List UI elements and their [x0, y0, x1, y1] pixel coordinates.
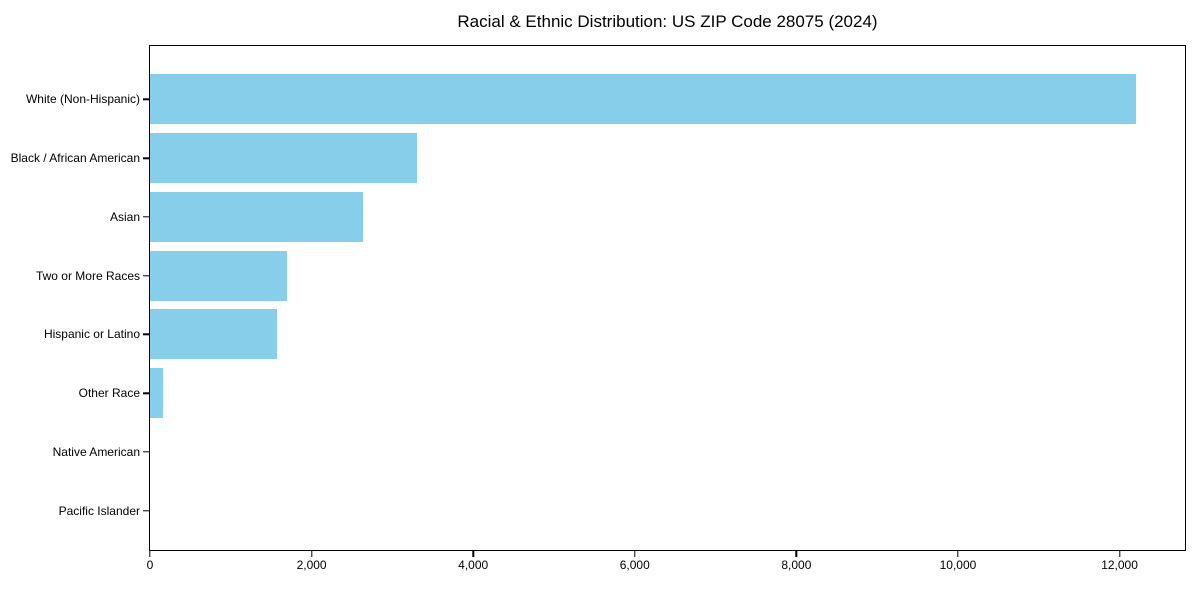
chart-row: Native American: [53, 423, 1185, 482]
x-tick-mark: [957, 551, 959, 557]
x-tick-mark: [634, 551, 636, 557]
x-tick-label: 8,000: [781, 558, 812, 572]
bar-chart: White (Non-Hispanic) Black / African Amer…: [11, 46, 1185, 550]
x-tick-label: 10,000: [939, 558, 977, 572]
x-tick-label: 12,000: [1101, 558, 1138, 572]
x-tick-label: 0: [146, 558, 154, 572]
chart-row: Hispanic or Latino: [44, 305, 1185, 364]
y-tick-mark: [143, 392, 149, 394]
x-tick-mark: [1118, 551, 1121, 557]
x-tick-mark: [310, 551, 313, 557]
x-tick-mark: [472, 551, 474, 557]
chart-row: Other Race: [79, 364, 1185, 423]
bar: [150, 250, 288, 301]
y-axis-label: White (Non-Hispanic): [25, 92, 140, 107]
y-axis-label: Other Race: [78, 386, 140, 401]
y-axis-label: Two or More Races: [35, 268, 140, 283]
y-tick-mark: [143, 274, 149, 277]
y-axis-label: Native American: [52, 444, 140, 459]
y-axis-label: Asian: [109, 209, 140, 224]
bar: [150, 74, 1136, 125]
x-tick-label: 6,000: [619, 558, 650, 572]
y-axis-label: Black / African American: [10, 151, 140, 166]
y-tick-mark: [143, 451, 149, 453]
x-tick-mark: [795, 551, 798, 557]
chart-row: White (Non-Hispanic): [26, 70, 1185, 129]
bar: [150, 368, 163, 419]
chart-row: Asian: [110, 188, 1185, 247]
bar: [150, 309, 277, 360]
y-axis-label: Pacific Islander: [58, 503, 140, 518]
plot-area: White (Non-Hispanic) Black / African Amer…: [11, 45, 1186, 572]
bar: [150, 133, 417, 184]
y-axis-label: Hispanic or Latino: [43, 327, 140, 342]
x-tick-label: 2,000: [296, 558, 327, 572]
x-tick-mark: [149, 551, 151, 557]
y-tick-mark: [143, 216, 149, 218]
chart-row: Pacific Islander: [59, 481, 1185, 540]
y-tick-mark: [143, 509, 149, 512]
y-tick-mark: [143, 333, 149, 336]
y-tick-mark: [143, 98, 149, 101]
chart-row: Black / African American: [11, 129, 1185, 188]
chart-row: Two or More Races: [36, 246, 1185, 305]
x-tick-label: 4,000: [458, 558, 489, 572]
bar: [150, 191, 364, 242]
chart-title: Racial & Ethnic Distribution: US ZIP Cod…: [457, 12, 878, 31]
y-tick-mark: [143, 157, 149, 159]
